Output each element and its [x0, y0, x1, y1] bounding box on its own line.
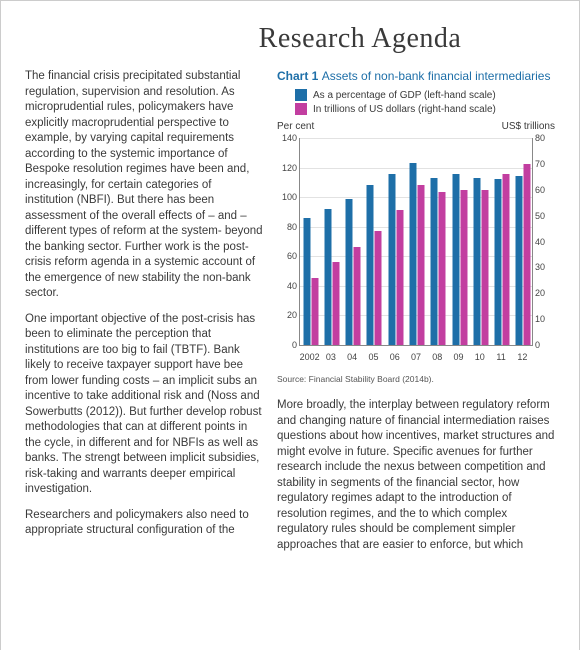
bar-right — [354, 247, 361, 345]
bar-pair — [410, 163, 425, 345]
chart-number: Chart 1 — [277, 69, 318, 83]
ytick-left: 40 — [279, 281, 297, 291]
bar-right — [375, 231, 382, 345]
gridline — [300, 138, 532, 139]
ytick-right: 50 — [535, 211, 553, 221]
bar-pair — [388, 174, 403, 346]
ytick-right: 10 — [535, 314, 553, 324]
bar-right — [503, 174, 510, 345]
legend-label: As a percentage of GDP (left-hand scale) — [313, 90, 496, 101]
bar-pair — [324, 209, 339, 345]
ytick-right: 40 — [535, 237, 553, 247]
bar-pair — [303, 218, 318, 345]
xtick: 05 — [368, 352, 378, 362]
bar-left — [346, 199, 353, 345]
chart-frame: 0 20 40 60 80 100 120 140 0 10 20 30 40 50 60 70 80 2002 0… — [277, 134, 555, 364]
bar-left — [410, 163, 417, 345]
two-column-layout: The financial crisis precipitated substa… — [25, 69, 555, 553]
ytick-right: 30 — [535, 262, 553, 272]
bar-left — [473, 178, 480, 345]
bar-left — [516, 176, 523, 345]
chart-legend: As a percentage of GDP (left-hand scale)… — [277, 89, 555, 115]
legend-item: As a percentage of GDP (left-hand scale) — [295, 89, 555, 101]
right-column: Chart 1 Assets of non-bank financial int… — [277, 69, 555, 553]
bar-right — [396, 210, 403, 345]
body-paragraph: Researchers and policymakers also need t… — [25, 508, 263, 539]
bar-pair — [516, 164, 531, 345]
legend-item: In trillions of US dollars (right-hand s… — [295, 103, 555, 115]
xtick: 09 — [454, 352, 464, 362]
bar-left — [388, 174, 395, 346]
bar-left — [431, 178, 438, 345]
ytick-right: 0 — [535, 340, 553, 350]
chart-name: Assets of non-bank financial intermediar… — [322, 69, 551, 83]
ytick-left: 80 — [279, 222, 297, 232]
body-paragraph: One important objective of the post-cris… — [25, 312, 263, 498]
ytick-right: 60 — [535, 185, 553, 195]
bar-right — [524, 164, 531, 345]
bar-pair — [495, 174, 510, 345]
xtick: 03 — [326, 352, 336, 362]
xtick: 12 — [517, 352, 527, 362]
page-title: Research Agenda — [165, 23, 555, 55]
xtick: 06 — [390, 352, 400, 362]
xtick: 07 — [411, 352, 421, 362]
bar-left — [303, 218, 310, 345]
bar-left — [495, 179, 502, 345]
left-axis-label: Per cent — [277, 121, 314, 132]
legend-label: In trillions of US dollars (right-hand s… — [313, 104, 496, 115]
left-column: The financial crisis precipitated substa… — [25, 69, 263, 553]
ytick-right: 20 — [535, 288, 553, 298]
axis-labels-row: Per cent US$ trillions — [277, 121, 555, 132]
plot-area — [299, 138, 533, 346]
xtick: 08 — [432, 352, 442, 362]
legend-swatch — [295, 89, 307, 101]
ytick-left: 140 — [279, 133, 297, 143]
ytick-right: 70 — [535, 159, 553, 169]
bar-left — [324, 209, 331, 345]
xtick: 04 — [347, 352, 357, 362]
bar-pair — [346, 199, 361, 345]
xtick: 2002 — [300, 352, 320, 362]
ytick-left: 0 — [279, 340, 297, 350]
bar-right — [460, 190, 467, 345]
right-axis-label: US$ trillions — [502, 121, 555, 132]
ytick-left: 20 — [279, 310, 297, 320]
bar-pair — [473, 178, 488, 345]
bar-right — [481, 190, 488, 345]
bar-right — [439, 192, 446, 345]
ytick-left: 100 — [279, 192, 297, 202]
body-paragraph: The financial crisis precipitated substa… — [25, 69, 263, 302]
ytick-right: 80 — [535, 133, 553, 143]
bar-left — [367, 185, 374, 345]
bar-right — [332, 262, 339, 345]
bar-left — [452, 174, 459, 346]
xtick: 10 — [475, 352, 485, 362]
right-body-text: More broadly, the interplay between regu… — [277, 398, 555, 553]
legend-swatch — [295, 103, 307, 115]
bar-right — [418, 185, 425, 345]
bar-pair — [431, 178, 446, 345]
bar-right — [311, 278, 318, 345]
bar-pair — [367, 185, 382, 345]
body-paragraph: More broadly, the interplay between regu… — [277, 398, 555, 553]
bar-pair — [452, 174, 467, 346]
ytick-left: 60 — [279, 251, 297, 261]
chart-source: Source: Financial Stability Board (2014b… — [277, 374, 555, 384]
ytick-left: 120 — [279, 163, 297, 173]
xtick: 11 — [496, 352, 505, 362]
chart-title: Chart 1 Assets of non-bank financial int… — [277, 69, 555, 83]
